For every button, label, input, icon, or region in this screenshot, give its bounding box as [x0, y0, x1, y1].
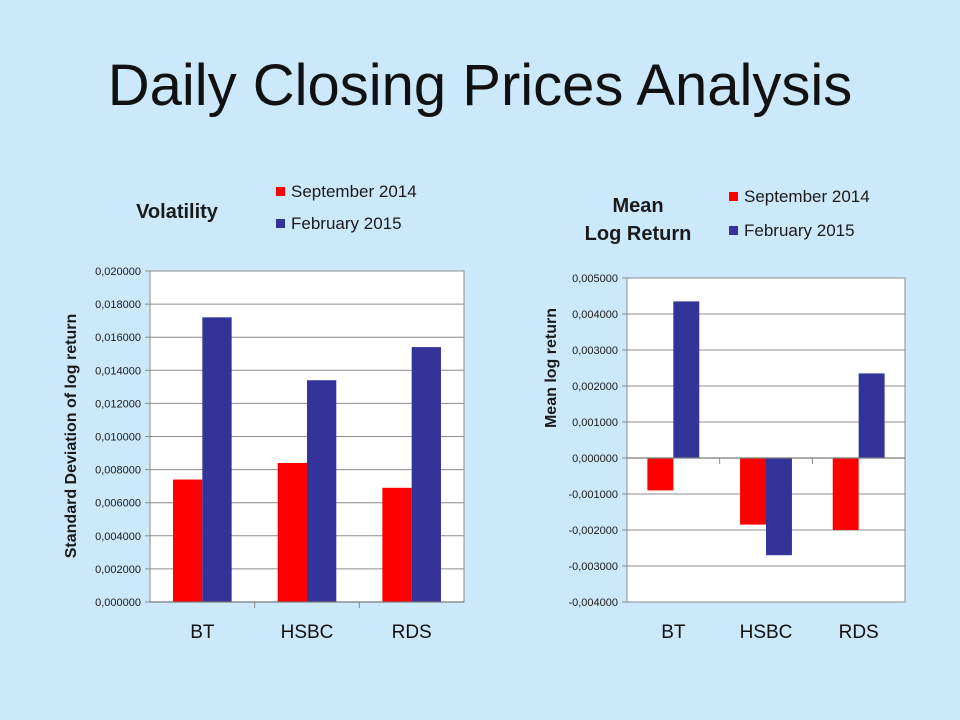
volatility-bar-bt-series-1	[173, 479, 203, 602]
volatility-category-label-bt: BT	[190, 622, 215, 643]
volatility-category-label-rds: RDS	[392, 622, 432, 643]
mean-legend-swatch-1	[729, 192, 738, 201]
mean-y-tick-label: 0,001000	[572, 417, 618, 429]
mean-chart-title-line-2: Log Return	[585, 223, 692, 245]
volatility-y-axis-title: Standard Deviation of log return	[63, 314, 80, 558]
mean-bar-rds-series-1	[832, 458, 859, 530]
volatility-y-tick-label: 0,010000	[95, 432, 141, 444]
mean-legend-swatch-2	[729, 226, 738, 235]
mean-category-label-hsbc: HSBC	[740, 622, 793, 643]
mean-y-tick-label: -0,004000	[568, 597, 618, 609]
mean-y-tick-label: 0,004000	[572, 309, 618, 321]
volatility-bar-hsbc-series-1	[277, 462, 307, 602]
volatility-bar-bt-series-2	[202, 317, 232, 602]
volatility-y-tick-label: 0,014000	[95, 365, 141, 377]
mean-bar-bt-series-1	[647, 458, 674, 491]
volatility-category-label-hsbc: HSBC	[281, 622, 334, 643]
mean-y-tick-label: 0,002000	[572, 381, 618, 393]
slide-title: Daily Closing Prices Analysis	[107, 53, 853, 118]
volatility-chart-title: Volatility	[136, 201, 219, 223]
volatility-legend-swatch-2	[276, 219, 285, 228]
volatility-y-tick-label: 0,008000	[95, 465, 141, 477]
volatility-legend-label-1: September 2014	[291, 182, 417, 201]
mean-plot-frame	[626, 277, 906, 603]
volatility-bar-rds-series-1	[382, 487, 412, 602]
volatility-bar-rds-series-2	[411, 347, 441, 602]
volatility-y-tick-label: 0,018000	[95, 299, 141, 311]
volatility-y-tick-label: 0,012000	[95, 398, 141, 410]
mean-y-axis-title: Mean log return	[543, 308, 560, 428]
mean-category-label-bt: BT	[661, 622, 686, 643]
volatility-y-tick-label: 0,002000	[95, 564, 141, 576]
mean-y-tick-label: -0,003000	[568, 561, 618, 573]
mean-legend-label-1: September 2014	[744, 187, 870, 206]
volatility-legend-swatch-1	[276, 187, 285, 196]
mean-bar-hsbc-series-2	[766, 458, 792, 556]
mean-chart-title-line-1: Mean	[612, 195, 663, 217]
volatility-y-tick-label: 0,016000	[95, 332, 141, 344]
mean-bar-rds-series-2	[858, 373, 885, 458]
volatility-y-tick-label: 0,020000	[95, 266, 141, 278]
mean-category-label-rds: RDS	[839, 622, 879, 643]
volatility-y-tick-label: 0,004000	[95, 531, 141, 543]
mean-y-tick-label: 0,003000	[572, 345, 618, 357]
volatility-legend-label-2: February 2015	[291, 214, 402, 233]
volatility-y-tick-label: 0,000000	[95, 597, 141, 609]
mean-bar-bt-series-2	[673, 301, 700, 458]
mean-y-tick-label: 0,005000	[572, 273, 618, 285]
mean-bar-hsbc-series-1	[740, 458, 766, 525]
volatility-bar-hsbc-series-2	[307, 380, 337, 602]
mean-y-tick-label: 0,000000	[572, 453, 618, 465]
mean-y-tick-label: -0,002000	[568, 525, 618, 537]
mean-y-tick-label: -0,001000	[568, 489, 618, 501]
volatility-y-tick-label: 0,006000	[95, 498, 141, 510]
mean-legend-label-2: February 2015	[744, 221, 855, 240]
